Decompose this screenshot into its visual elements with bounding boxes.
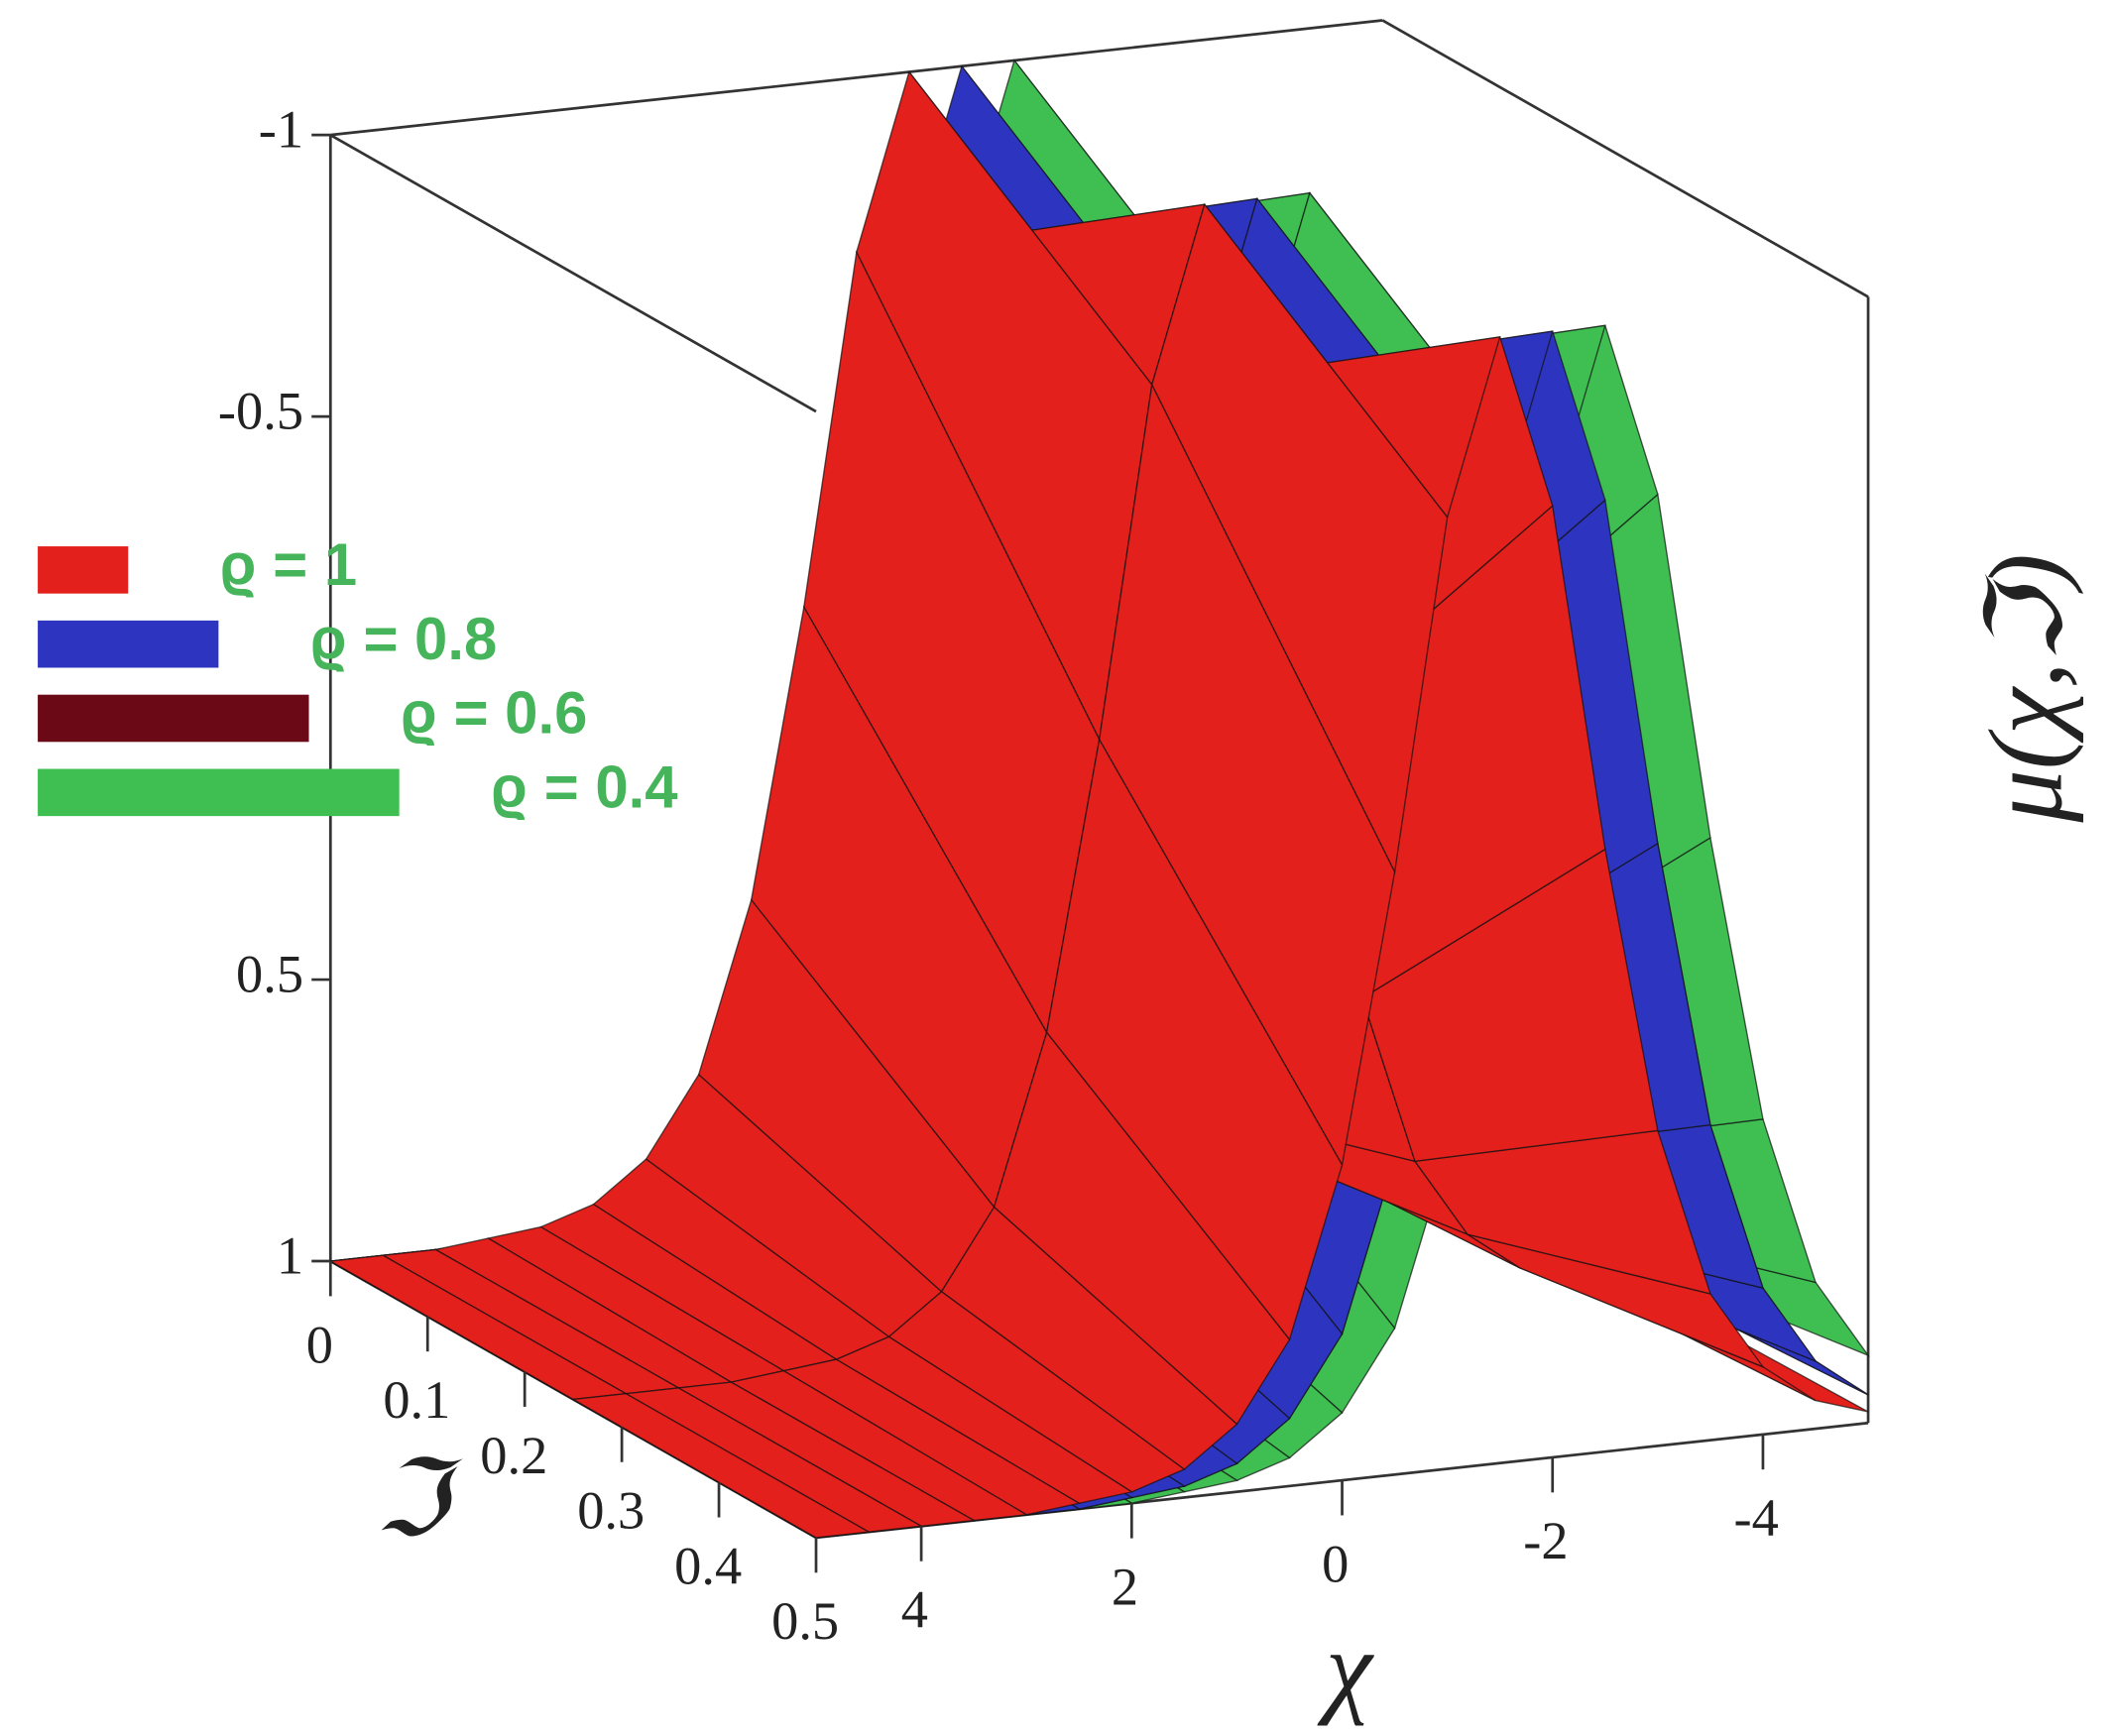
legend-label: ϱ = 0.8 <box>310 606 497 672</box>
x-tick-label: -2 <box>1523 1511 1568 1570</box>
frame-line <box>1381 19 1869 298</box>
x-axis-title: χ <box>1317 1609 1374 1726</box>
x-tick-label: 0 <box>1322 1534 1349 1593</box>
legend-label: ϱ = 0.4 <box>491 753 677 820</box>
frame-line <box>329 133 817 413</box>
y-tick-label: 0.2 <box>480 1426 547 1485</box>
legend-swatch <box>38 694 309 743</box>
y-tick-label: 0.4 <box>674 1536 742 1595</box>
y-tick-label: 0.3 <box>577 1481 645 1541</box>
x-tick-label: 2 <box>1112 1557 1138 1616</box>
z-axis-title: μ(χ,ℑ) <box>1966 553 2083 823</box>
z-tick-label: -0.5 <box>218 382 303 441</box>
x-tick-label: -4 <box>1733 1488 1778 1548</box>
x-tick-label: 4 <box>901 1580 928 1640</box>
y-tick-label: 0 <box>306 1315 333 1374</box>
z-tick-label: 0.5 <box>236 945 303 1004</box>
legend-label: ϱ = 1 <box>220 531 357 598</box>
z-tick-label: -1 <box>259 100 303 160</box>
legend-swatch <box>38 620 219 668</box>
frame-line <box>330 19 1383 137</box>
legend-swatch <box>38 768 400 817</box>
legend-label: ϱ = 0.6 <box>401 680 587 747</box>
legend-swatch <box>38 546 129 594</box>
y-axis-title: ℑ <box>375 1441 464 1558</box>
z-tick-label: 1 <box>277 1226 303 1286</box>
y-tick-label: 0.5 <box>771 1591 839 1651</box>
y-tick-label: 0.1 <box>383 1370 450 1430</box>
